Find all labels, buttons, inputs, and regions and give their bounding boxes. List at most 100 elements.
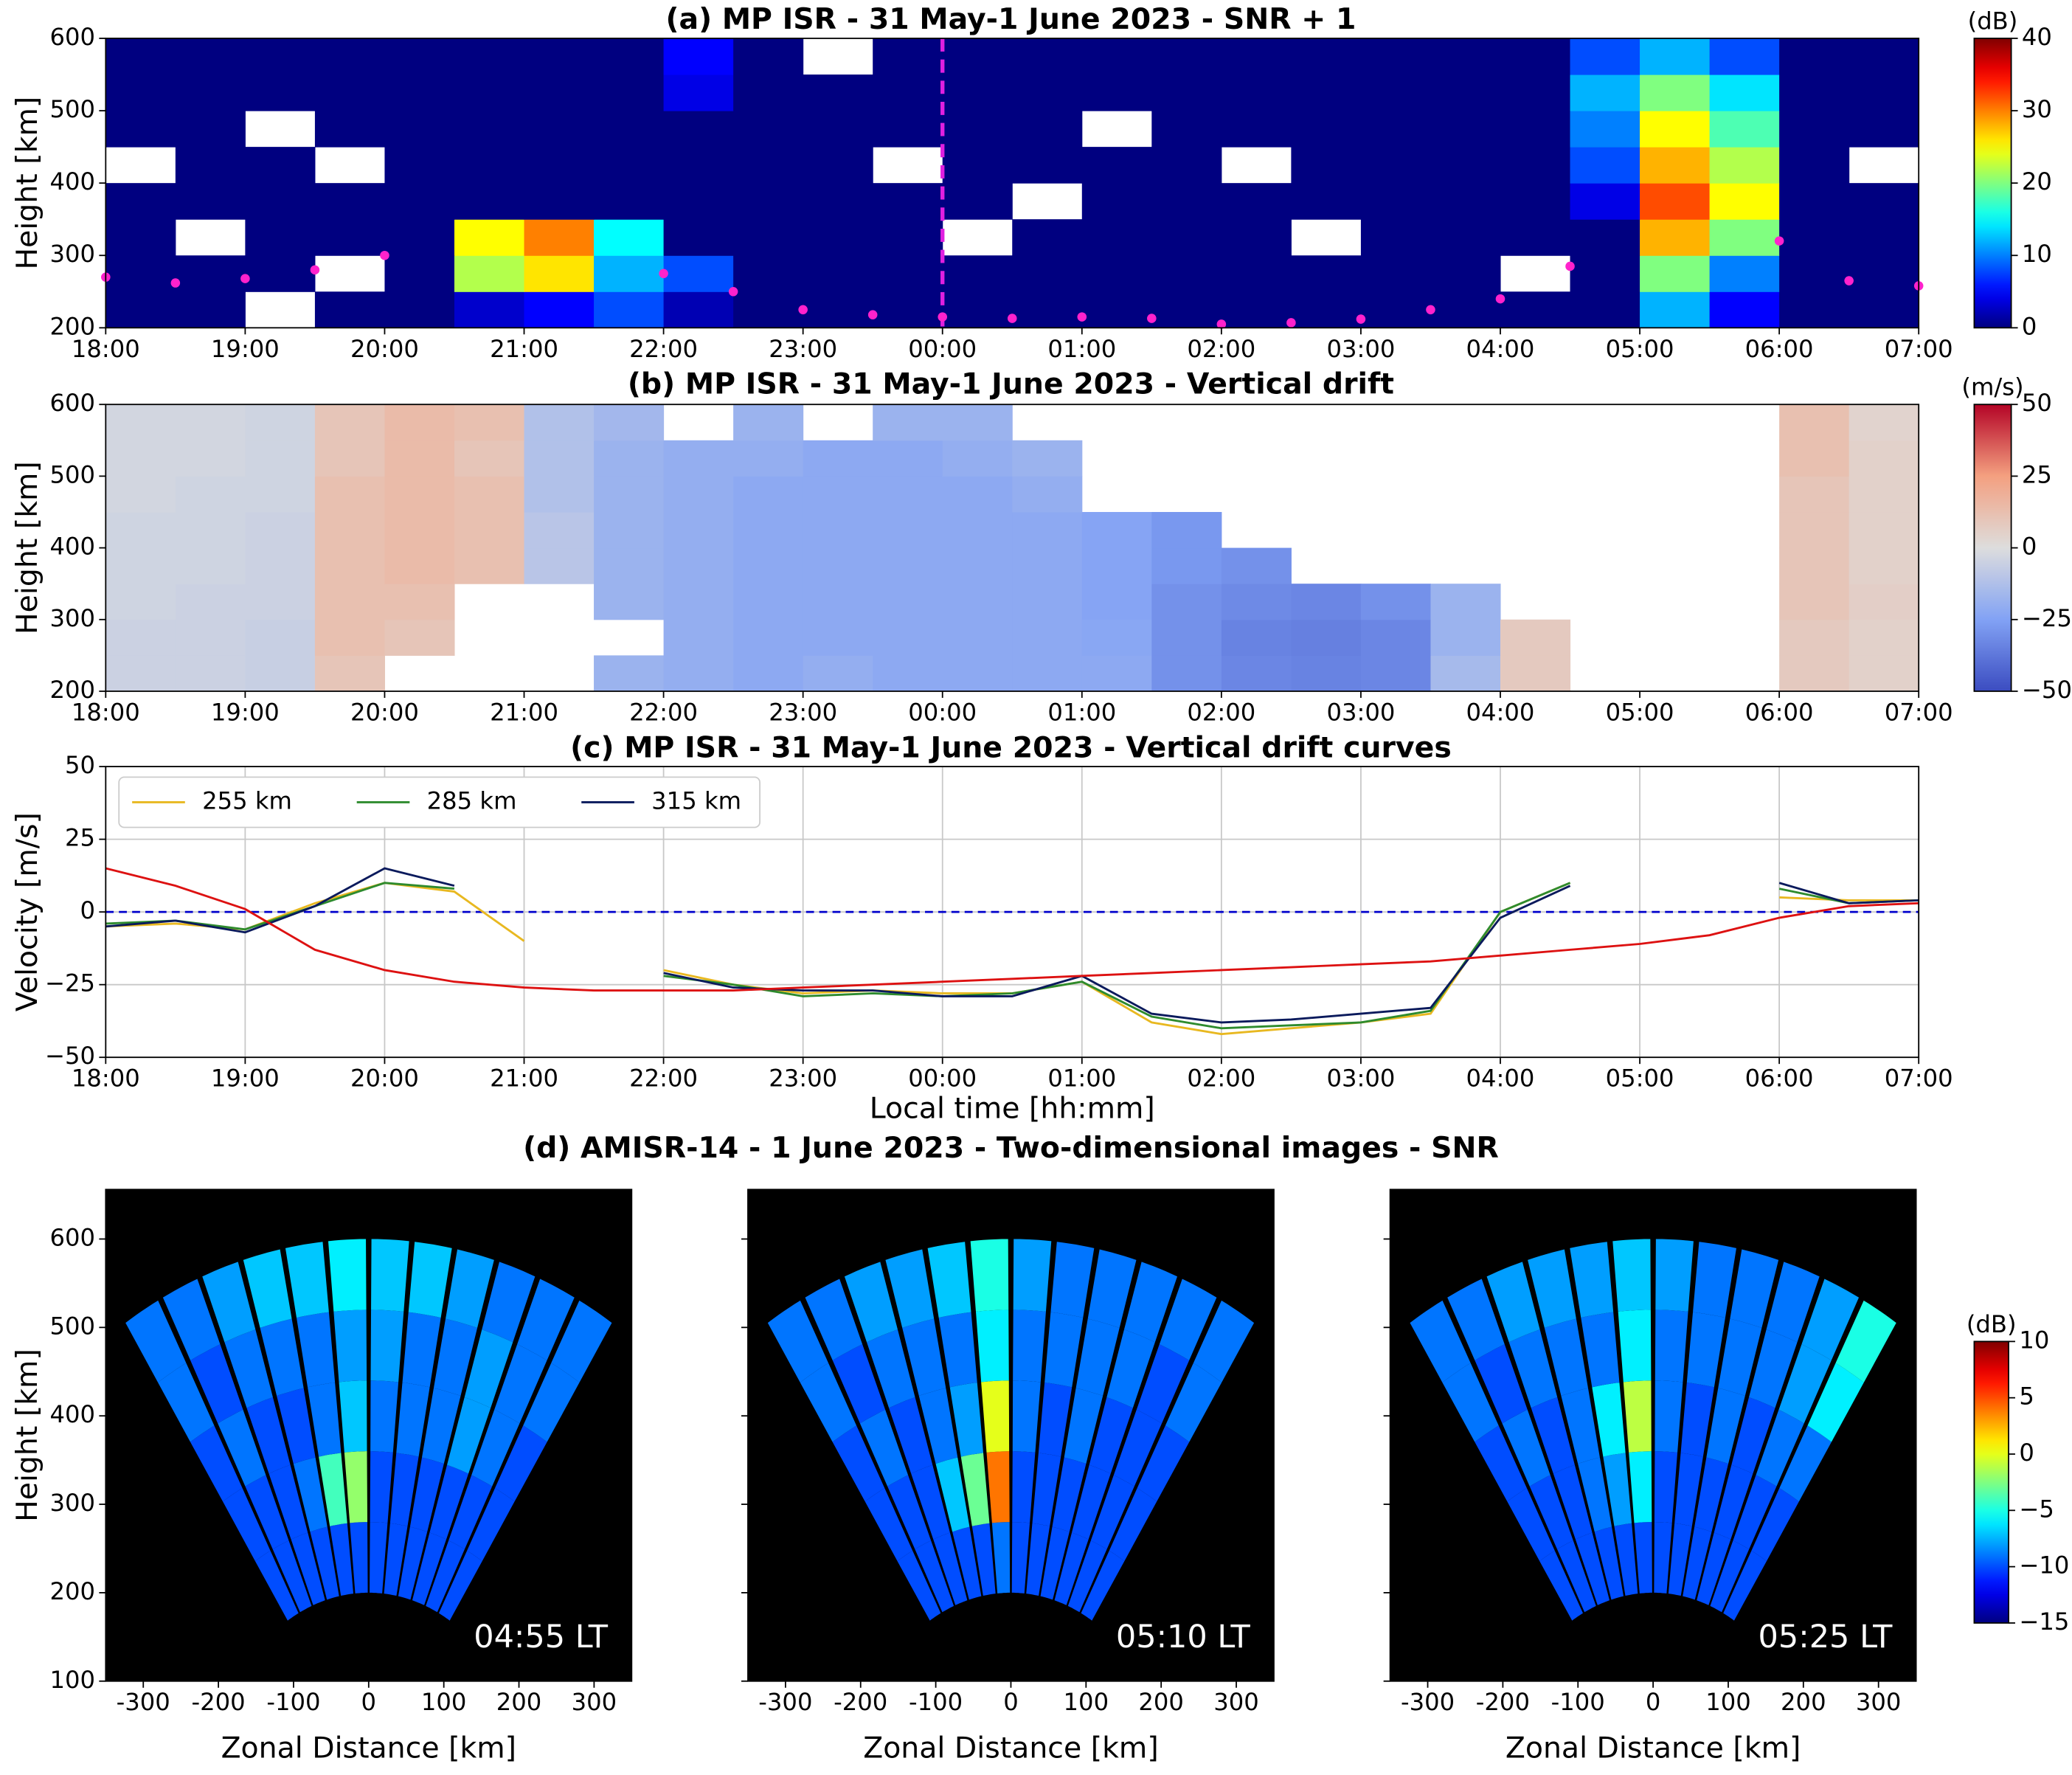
heatmap-cell [1221, 619, 1292, 656]
x-tick-label: 100 [421, 1688, 467, 1716]
heatmap-cell [1081, 512, 1152, 549]
fan-cell [832, 1425, 885, 1502]
x-tick-label: 23:00 [769, 698, 837, 726]
x-tick-label: 200 [1138, 1688, 1184, 1716]
fan-cell [551, 1300, 612, 1383]
y-axis-label: Height [km] [10, 461, 44, 634]
heatmap-cell [803, 440, 873, 477]
heatmap-cell [803, 147, 873, 184]
heatmap-cell [524, 75, 595, 111]
fan-cell [517, 1279, 575, 1360]
fan-cell [523, 1363, 580, 1442]
heatmap-cell [454, 512, 525, 549]
heatmap-cell [1151, 183, 1222, 220]
hmf2-point [1216, 319, 1227, 329]
colorbar-tick-label: 30 [2022, 95, 2052, 123]
fan-cell [885, 1249, 935, 1328]
axes-frame [105, 404, 1920, 692]
fan-cell [1013, 1309, 1046, 1383]
heatmap-cell [663, 255, 734, 292]
legend-label: 285 km [427, 786, 517, 814]
y-tick-label: 400 [49, 167, 95, 196]
heatmap-cell [1570, 183, 1640, 220]
heatmap-cell [1012, 547, 1083, 584]
heatmap-cell [1430, 584, 1501, 620]
fan-cell [1475, 1344, 1528, 1424]
heatmap-cell [1500, 219, 1571, 256]
heatmap-cell [175, 547, 246, 584]
heatmap-cell [454, 404, 525, 441]
heatmap-cell [524, 38, 595, 75]
legend-label: 315 km [651, 786, 741, 814]
chart-title: (b) MP ISR - 31 May-1 June 2023 - Vertic… [628, 367, 1394, 401]
y-tick-label: 300 [49, 240, 95, 268]
heatmap-cell [1848, 512, 1919, 549]
heatmap-cell [314, 111, 385, 148]
x-tick-label: 02:00 [1187, 335, 1255, 363]
fan-cell [285, 1242, 329, 1318]
heatmap-cell [803, 512, 873, 549]
colorbar-tick-label: 20 [2022, 167, 2052, 196]
heatmap-cell [1291, 111, 1362, 148]
heatmap-cell [1221, 584, 1292, 620]
colorbar-tick-label: −25 [2022, 604, 2072, 632]
heatmap-cell [594, 219, 665, 256]
heatmap-cell [594, 476, 665, 513]
heatmap-cell [1500, 619, 1571, 656]
colorbar-tick-label: −15 [2019, 1608, 2069, 1636]
x-tick-label: 100 [1064, 1688, 1109, 1716]
heatmap-cell [1709, 291, 1780, 328]
heatmap-cell [454, 38, 525, 75]
fan-cell [1054, 1532, 1089, 1605]
heatmap-cell [314, 440, 385, 477]
heatmap-cell [803, 75, 873, 111]
heatmap-cell [1151, 547, 1222, 584]
heatmap-cell [105, 183, 176, 220]
heatmap-cell [1081, 547, 1152, 584]
heatmap-cell [105, 219, 176, 256]
fan-cell [308, 1383, 342, 1457]
fan-cell [412, 1532, 446, 1605]
fan-cell [291, 1532, 325, 1605]
heatmap-cell [1500, 38, 1571, 75]
heatmap-cell [314, 291, 385, 328]
heatmap-cell [1848, 255, 1919, 292]
fan-cell [1539, 1550, 1583, 1621]
fan-cell [1026, 1523, 1050, 1596]
y-tick-label: −50 [45, 1042, 95, 1070]
fan-cell [859, 1409, 909, 1487]
fan-cell [1654, 1522, 1672, 1594]
fan-cell [384, 1523, 408, 1596]
fan-cell [1634, 1522, 1652, 1594]
heatmap-cell [384, 38, 455, 75]
heatmap-cell [175, 183, 246, 220]
heatmap-cell [873, 440, 943, 477]
heatmap-cell [1430, 655, 1501, 692]
heatmap-cell [1221, 255, 1292, 292]
fan-cell [1136, 1344, 1190, 1424]
heatmap-cell [873, 111, 943, 148]
hmf2-point [1356, 314, 1366, 324]
heatmap-cell [733, 75, 804, 111]
x-tick-label: 00:00 [908, 698, 977, 726]
heatmap-cell [105, 440, 176, 477]
heatmap-cell [1709, 255, 1780, 292]
heatmap-cell [1221, 219, 1292, 256]
x-tick-label: 06:00 [1745, 335, 1814, 363]
heatmap-cell [1709, 147, 1780, 184]
hmf2-point [380, 250, 389, 260]
heatmap-cell [1221, 38, 1292, 75]
y-tick-label: 500 [49, 460, 95, 488]
heatmap-cell [1640, 147, 1711, 184]
fan-cell [1013, 1239, 1052, 1312]
fan-cell [1113, 1409, 1163, 1487]
fan-cell [333, 1309, 367, 1383]
fan-cell [933, 1532, 968, 1605]
fan-cell [1766, 1262, 1820, 1343]
heatmap-cell [524, 512, 595, 549]
fan-cell [409, 1457, 444, 1532]
heatmap-cell [1570, 219, 1640, 256]
fan-cell [1081, 1550, 1125, 1621]
heatmap-cell [105, 655, 176, 692]
heatmap-cell [454, 476, 525, 513]
